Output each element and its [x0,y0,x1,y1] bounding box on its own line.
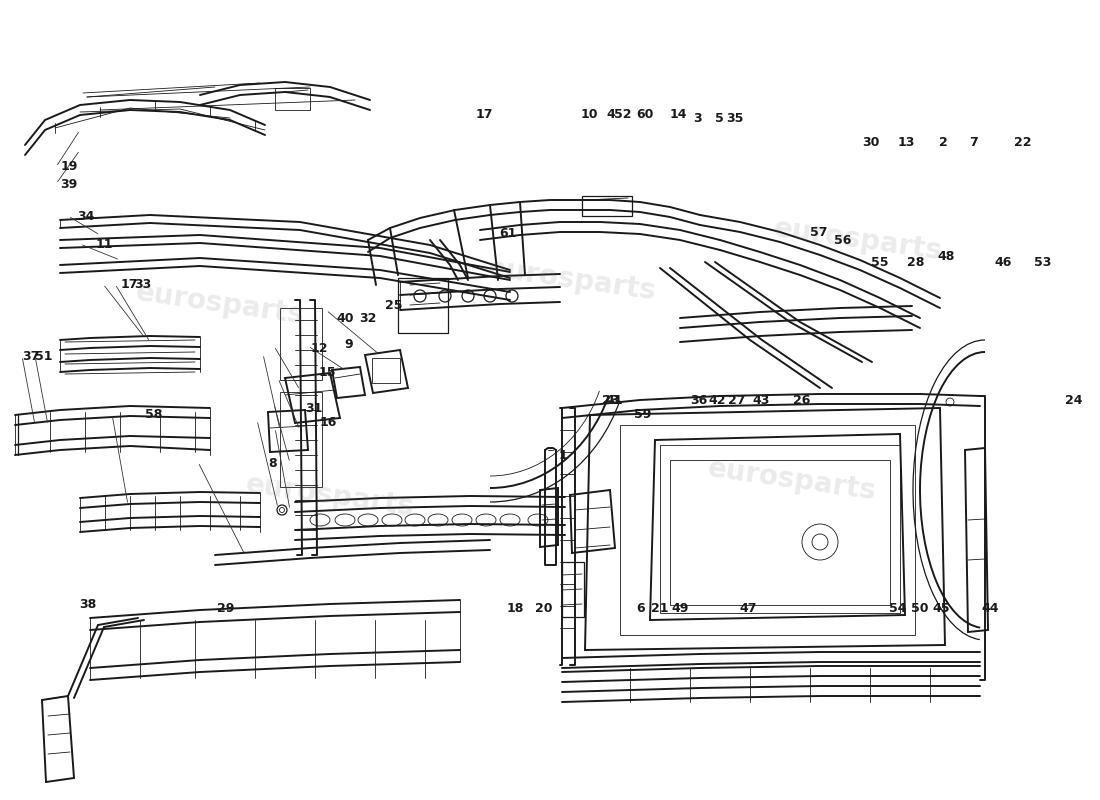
Circle shape [506,290,518,302]
Text: eurosparts: eurosparts [706,454,878,506]
Text: 8: 8 [268,458,277,470]
Text: 17: 17 [121,278,139,290]
Text: 59: 59 [634,408,651,421]
Bar [562,562,584,617]
Text: 6: 6 [636,602,645,614]
Text: 36: 36 [690,394,707,406]
Bar [582,196,632,216]
Text: 41: 41 [605,394,623,406]
Bar [398,278,448,333]
Text: 21: 21 [651,602,669,614]
Text: 51: 51 [35,350,53,362]
Text: 29: 29 [217,602,234,614]
Text: 18: 18 [506,602,524,614]
Text: 43: 43 [752,394,770,406]
Text: eurosparts: eurosparts [772,214,944,266]
Bar [372,358,400,383]
Text: 12: 12 [310,342,328,354]
Text: eurosparts: eurosparts [244,470,416,522]
Text: 57: 57 [810,226,827,238]
Text: 27: 27 [728,394,746,406]
Text: 48: 48 [937,250,955,262]
Text: 14: 14 [670,108,688,121]
Text: 33: 33 [134,278,152,290]
Bar [280,308,322,380]
Circle shape [439,290,451,302]
Text: 19: 19 [60,160,78,173]
Text: 40: 40 [337,312,354,325]
Text: 31: 31 [305,402,322,414]
Circle shape [946,398,954,406]
Text: 53: 53 [1034,256,1052,269]
Text: 13: 13 [898,136,915,149]
Text: 50: 50 [911,602,928,614]
Circle shape [812,534,828,550]
Text: 46: 46 [994,256,1012,269]
Text: 54: 54 [889,602,906,614]
Text: 25: 25 [385,299,403,312]
Bar [620,425,915,635]
Text: 32: 32 [359,312,376,325]
Text: eurosparts: eurosparts [486,254,658,306]
Bar [280,392,322,487]
Text: 37: 37 [22,350,40,362]
Text: 16: 16 [319,416,337,429]
Text: 24: 24 [1065,394,1082,406]
Text: 10: 10 [581,108,598,121]
Text: 58: 58 [145,408,163,421]
Text: 17: 17 [475,108,493,121]
Text: 5: 5 [715,112,724,125]
Text: 44: 44 [981,602,999,614]
Text: 47: 47 [739,602,757,614]
Text: 9: 9 [344,338,353,350]
Circle shape [279,507,285,513]
Bar [670,460,890,605]
Circle shape [802,524,838,560]
Text: 34: 34 [77,210,95,222]
Text: 11: 11 [96,238,113,250]
Circle shape [277,505,287,515]
Circle shape [484,290,496,302]
Text: 4: 4 [606,108,615,121]
Bar [660,445,900,613]
Text: 22: 22 [1014,136,1032,149]
Text: 30: 30 [862,136,880,149]
Text: 56: 56 [834,234,851,246]
Bar [275,88,310,110]
Text: 61: 61 [499,227,517,240]
Text: 1: 1 [559,450,568,462]
Text: 60: 60 [636,108,653,121]
Text: 3: 3 [693,112,702,125]
Text: 42: 42 [708,394,726,406]
Text: eurosparts: eurosparts [134,278,306,330]
Text: 28: 28 [906,256,924,269]
Text: 15: 15 [319,366,337,378]
Text: 38: 38 [79,598,97,610]
Text: 35: 35 [726,112,744,125]
Circle shape [462,290,474,302]
Text: 20: 20 [535,602,552,614]
Text: 39: 39 [60,178,78,190]
Text: 2: 2 [939,136,948,149]
Text: 49: 49 [671,602,689,614]
Text: 7: 7 [969,136,978,149]
Text: 23: 23 [602,394,619,406]
Text: 26: 26 [793,394,811,406]
Text: 55: 55 [871,256,889,269]
Text: 52: 52 [614,108,631,121]
Text: 45: 45 [933,602,950,614]
Circle shape [414,290,426,302]
